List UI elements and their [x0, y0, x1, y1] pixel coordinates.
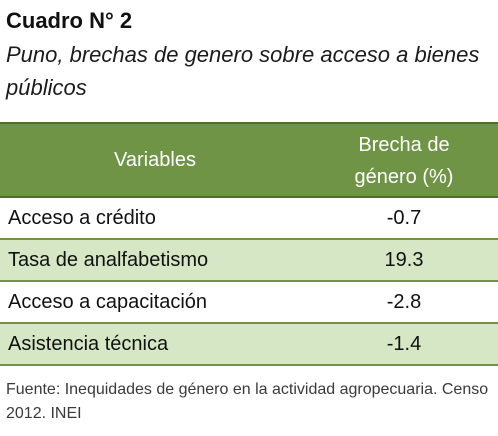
value-cell: -2.8 — [386, 290, 422, 313]
table-row: Acceso a capacitación -2.8 — [0, 282, 498, 324]
value-cell: 19.3 — [384, 248, 424, 271]
variable-cell: Acceso a capacitación — [8, 290, 208, 313]
table-row: Asistencia técnica -1.4 — [0, 324, 498, 366]
header-variables: Variables — [114, 148, 196, 171]
value-cell: -0.7 — [386, 206, 422, 229]
value-cell: -1.4 — [386, 332, 422, 355]
table-row: Tasa de analfabetismo 19.3 — [0, 240, 498, 282]
table-title: Cuadro N° 2 — [6, 8, 133, 33]
variable-cell: Tasa de analfabetismo — [8, 248, 209, 271]
header-brecha: Brecha de género (%) — [310, 124, 498, 196]
data-table: Variables Brecha de género (%) Acceso a … — [0, 122, 498, 366]
table-header: Variables Brecha de género (%) — [0, 124, 498, 198]
header-brecha-line1: Brecha de — [358, 134, 450, 156]
variable-cell: Acceso a crédito — [8, 206, 156, 229]
source-note: Fuente: Inequidades de género en la acti… — [6, 381, 489, 422]
table-subtitle: Puno, brechas de genero sobre acceso a b… — [6, 42, 480, 100]
table-row: Acceso a crédito -0.7 — [0, 198, 498, 240]
header-brecha-line2: género (%) — [354, 166, 454, 188]
variable-cell: Asistencia técnica — [8, 332, 169, 355]
